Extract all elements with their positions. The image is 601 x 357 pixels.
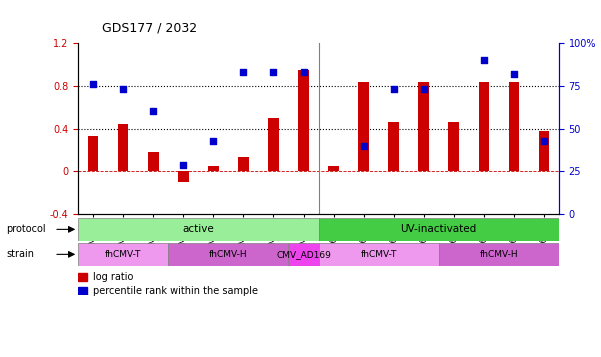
Bar bbox=[78, 273, 87, 281]
Point bbox=[479, 57, 489, 63]
FancyBboxPatch shape bbox=[78, 243, 168, 266]
Point bbox=[389, 86, 398, 92]
Point bbox=[329, 14, 338, 20]
Bar bbox=[208, 166, 219, 171]
Text: fhCMV-H: fhCMV-H bbox=[209, 250, 248, 259]
Point bbox=[509, 71, 519, 76]
Text: fhCMV-T: fhCMV-T bbox=[361, 250, 397, 259]
FancyBboxPatch shape bbox=[288, 243, 319, 266]
Point bbox=[148, 109, 158, 114]
Bar bbox=[148, 152, 159, 171]
Point bbox=[239, 69, 248, 75]
Bar bbox=[88, 136, 99, 171]
Point bbox=[269, 69, 278, 75]
Text: CMV_AD169: CMV_AD169 bbox=[276, 250, 331, 259]
Point bbox=[419, 86, 429, 92]
Point bbox=[539, 138, 549, 144]
Bar bbox=[418, 82, 429, 171]
Text: active: active bbox=[183, 224, 214, 235]
Text: fhCMV-T: fhCMV-T bbox=[105, 250, 141, 259]
Bar bbox=[478, 82, 489, 171]
Text: fhCMV-H: fhCMV-H bbox=[480, 250, 518, 259]
Text: UV-inactivated: UV-inactivated bbox=[401, 224, 477, 235]
FancyBboxPatch shape bbox=[319, 243, 439, 266]
Bar bbox=[78, 287, 87, 295]
Bar bbox=[388, 122, 399, 171]
Point bbox=[359, 143, 368, 149]
Bar bbox=[538, 131, 549, 171]
Text: log ratio: log ratio bbox=[93, 272, 133, 282]
Point bbox=[178, 162, 188, 167]
FancyBboxPatch shape bbox=[319, 218, 559, 241]
FancyBboxPatch shape bbox=[439, 243, 559, 266]
Bar bbox=[358, 82, 369, 171]
Point bbox=[299, 69, 308, 75]
FancyBboxPatch shape bbox=[78, 218, 319, 241]
Bar bbox=[268, 118, 279, 171]
Point bbox=[88, 81, 98, 87]
Point bbox=[118, 86, 128, 92]
Bar bbox=[448, 122, 459, 171]
Text: GDS177 / 2032: GDS177 / 2032 bbox=[102, 21, 197, 34]
Bar bbox=[298, 70, 309, 171]
Text: strain: strain bbox=[6, 249, 34, 260]
Point bbox=[449, 14, 459, 20]
Point bbox=[209, 138, 218, 144]
FancyBboxPatch shape bbox=[168, 243, 288, 266]
Bar bbox=[328, 166, 339, 171]
Text: protocol: protocol bbox=[6, 224, 46, 235]
Text: percentile rank within the sample: percentile rank within the sample bbox=[93, 286, 258, 296]
Bar bbox=[238, 157, 249, 171]
Bar bbox=[118, 124, 129, 171]
Bar bbox=[178, 171, 189, 182]
Bar bbox=[508, 82, 519, 171]
